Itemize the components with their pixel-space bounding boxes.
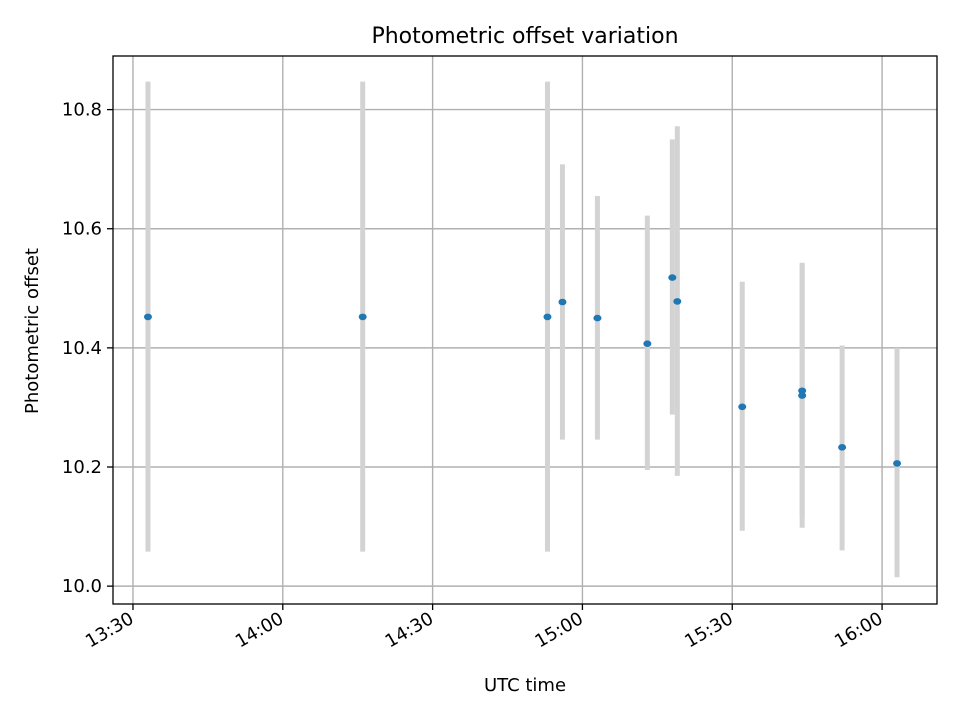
- data-point: [593, 314, 602, 322]
- data-point: [558, 298, 567, 306]
- chart-title: Photometric offset variation: [371, 24, 678, 49]
- y-tick-label: 10.4: [62, 338, 102, 359]
- x-axis-title: UTC time: [484, 675, 566, 696]
- data-point: [838, 444, 847, 451]
- data-point: [143, 313, 152, 321]
- data-points: [143, 274, 902, 467]
- data-point: [668, 274, 677, 281]
- data-point: [643, 340, 652, 348]
- y-tick-label: 10.2: [62, 457, 102, 478]
- data-point: [358, 313, 367, 321]
- data-point: [798, 387, 807, 395]
- y-tick-label: 10.8: [62, 100, 102, 121]
- data-point: [738, 403, 747, 411]
- grid: [113, 56, 937, 604]
- plot-frame: [112, 55, 938, 605]
- y-tick-label: 10.0: [62, 576, 102, 597]
- y-tick-label: 10.6: [62, 219, 102, 240]
- data-point: [798, 392, 807, 399]
- data-point: [893, 460, 902, 467]
- data-point: [673, 298, 682, 305]
- data-point: [543, 313, 552, 321]
- y-axis-title: Photometric offset: [22, 248, 43, 414]
